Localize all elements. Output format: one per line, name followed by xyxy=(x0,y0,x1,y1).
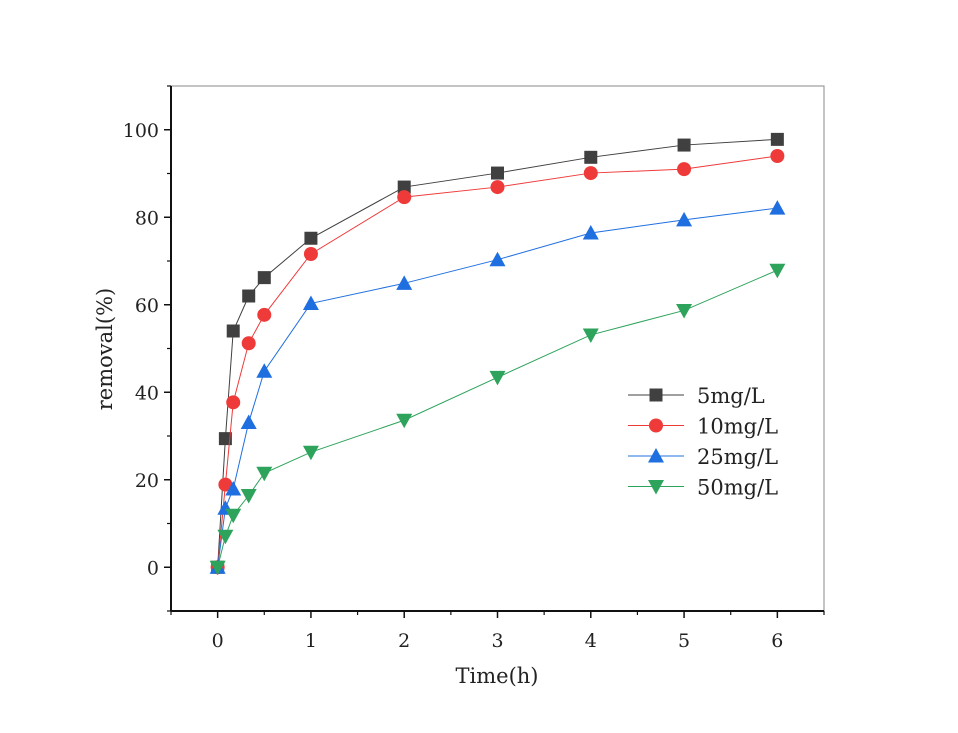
data-point xyxy=(491,166,504,180)
x-tick-label: 5 xyxy=(678,630,690,652)
legend-label: 25mg/L xyxy=(697,445,778,469)
data-point xyxy=(302,445,319,461)
y-tick-label: 60 xyxy=(135,295,159,317)
data-point xyxy=(489,251,506,267)
data-point xyxy=(217,529,234,545)
data-point xyxy=(241,336,256,351)
data-point xyxy=(257,307,272,322)
x-tick-label: 3 xyxy=(491,630,503,652)
series-line xyxy=(217,138,778,568)
data-point xyxy=(225,480,242,496)
series-50mg-per-L xyxy=(209,263,786,576)
data-point xyxy=(677,162,692,177)
data-point xyxy=(303,247,318,261)
data-point xyxy=(769,263,786,279)
x-tick-label: 1 xyxy=(305,630,317,652)
data-point xyxy=(770,149,785,163)
y-tick-label: 0 xyxy=(147,557,159,579)
y-tick-label: 100 xyxy=(123,120,159,142)
x-tick-label: 2 xyxy=(398,630,410,652)
data-point xyxy=(242,289,256,303)
data-point xyxy=(676,303,693,319)
legend-label: 10mg/L xyxy=(697,415,778,439)
data-point xyxy=(397,190,412,205)
data-point xyxy=(240,414,257,429)
x-tick-label: 4 xyxy=(585,630,597,652)
x-tick-label: 0 xyxy=(212,630,224,652)
data-point xyxy=(218,477,233,492)
data-point xyxy=(240,489,257,504)
series-5mg-per-L xyxy=(211,132,784,574)
data-point xyxy=(582,225,599,240)
series-10mg-per-L xyxy=(210,149,785,575)
series-line xyxy=(217,269,778,568)
data-point xyxy=(302,295,319,310)
legend-label: 5mg/L xyxy=(697,384,765,408)
data-point xyxy=(226,395,241,410)
series-line xyxy=(217,155,778,568)
y-tick-label: 20 xyxy=(135,470,159,492)
data-point xyxy=(490,180,505,195)
data-point xyxy=(649,418,663,433)
x-axis-label: Time(h) xyxy=(456,664,539,688)
data-point xyxy=(226,324,240,338)
y-axis-label: removal(%) xyxy=(93,288,117,410)
data-point xyxy=(397,180,411,194)
data-point xyxy=(209,560,226,576)
data-point xyxy=(769,200,786,215)
data-point xyxy=(648,448,664,463)
y-tick-label: 80 xyxy=(135,207,159,229)
data-point xyxy=(582,328,599,343)
data-point xyxy=(304,231,318,245)
data-point xyxy=(257,271,271,285)
data-point xyxy=(648,480,664,495)
data-point xyxy=(256,363,273,378)
y-tick-label: 40 xyxy=(135,382,159,404)
legend: 5mg/L 10mg/L 25mg/L 50mg/L xyxy=(628,384,778,500)
data-point xyxy=(770,132,784,146)
legend-label: 50mg/L xyxy=(697,476,778,500)
plot-frame xyxy=(170,85,825,612)
data-point xyxy=(256,466,273,482)
data-point xyxy=(396,413,413,429)
data-point xyxy=(677,138,691,152)
x-tick-label: 6 xyxy=(771,630,783,652)
data-point xyxy=(218,432,232,446)
data-point xyxy=(583,166,598,181)
data-point xyxy=(225,508,242,524)
data-point xyxy=(584,150,598,164)
data-point xyxy=(396,275,413,290)
data-point xyxy=(489,370,506,386)
data-point xyxy=(649,388,663,402)
data-point xyxy=(676,211,693,227)
